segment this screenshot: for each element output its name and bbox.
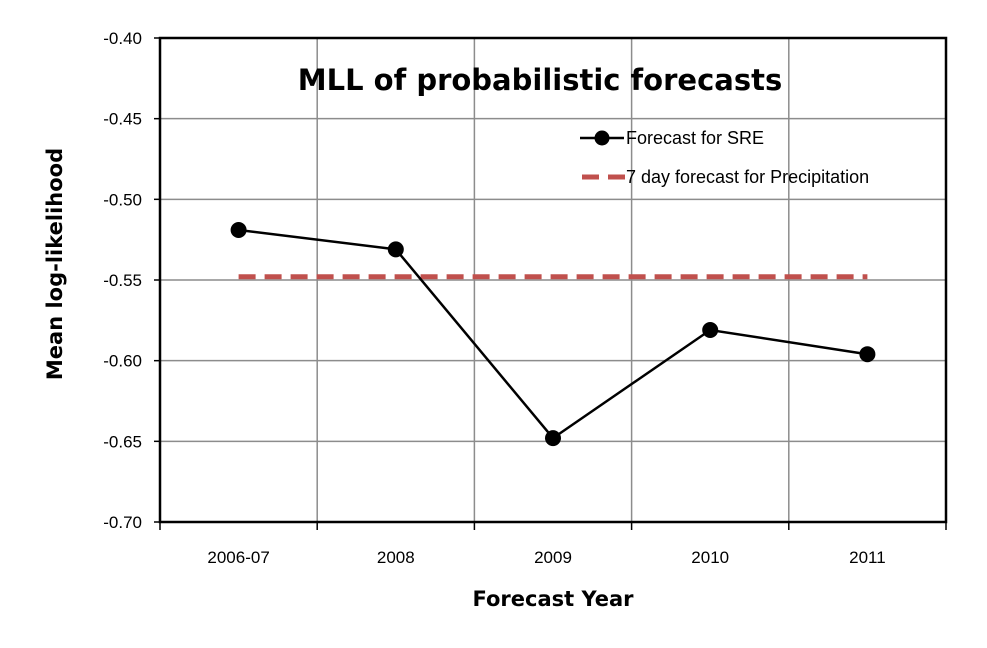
y-tick-label: -0.50: [103, 190, 142, 209]
series-sre-point: [702, 322, 719, 339]
chart-title: MLL of probabilistic forecasts: [298, 63, 782, 97]
series-group: [230, 221, 876, 447]
y-tick-label: -0.65: [103, 432, 142, 451]
x-tick-label: 2006-07: [207, 548, 269, 567]
x-axis-ticks: 2006-07 2008 2009 2010 2011: [159, 522, 947, 567]
y-axis-ticks: -0.40 -0.45 -0.50 -0.55 -0.60 -0.65 -0.70: [103, 29, 160, 532]
series-sre-point: [859, 346, 876, 363]
x-tick-label: 2009: [534, 548, 572, 567]
y-tick-label: -0.45: [103, 110, 142, 129]
y-tick-label: -0.70: [103, 513, 142, 532]
series-sre-point: [230, 221, 247, 238]
legend: Forecast for SRE 7 day forecast for Prec…: [580, 128, 869, 187]
series-sre-point: [545, 430, 561, 447]
y-tick-label: -0.60: [103, 352, 142, 371]
legend-label-sre: Forecast for SRE: [626, 128, 764, 148]
x-tick-label: 2010: [691, 548, 729, 567]
y-axis-title: Mean log-likelihood: [43, 148, 67, 380]
series-sre-point: [387, 241, 404, 258]
x-tick-label: 2008: [377, 548, 415, 567]
x-tick-label: 2011: [849, 548, 886, 567]
y-tick-label: -0.55: [103, 271, 142, 290]
y-tick-label: -0.40: [103, 29, 142, 48]
legend-sre-marker-swatch: [594, 130, 610, 146]
legend-label-precip: 7 day forecast for Precipitation: [626, 167, 869, 187]
x-axis-title: Forecast Year: [472, 587, 634, 611]
